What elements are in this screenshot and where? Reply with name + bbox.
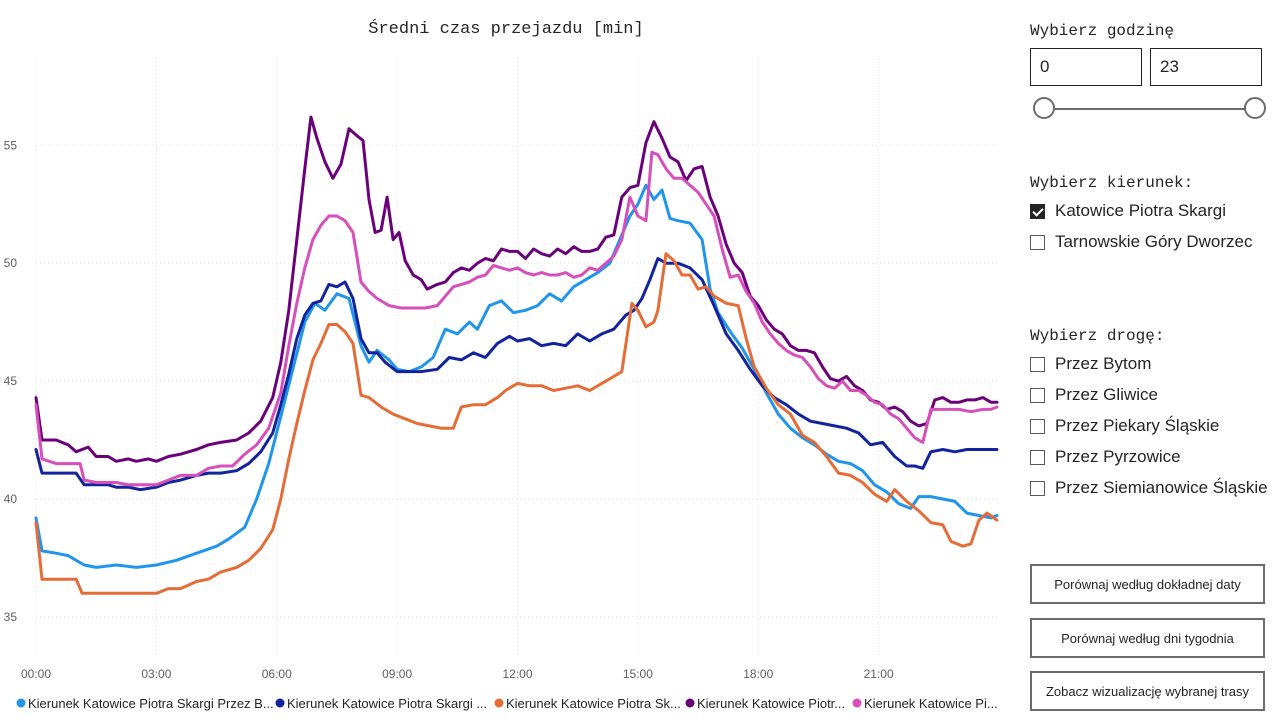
chart-title: Średni czas przejazdu [min] [368,19,643,39]
hour-range-slider-track[interactable] [1045,108,1255,110]
series-line[interactable] [34,183,999,569]
direction-option-tarnowskie-gory[interactable]: Tarnowskie Góry Dworzec [1030,231,1252,253]
series-line[interactable] [34,150,999,487]
x-tick-label: 03:00 [141,667,171,681]
direction-option-label: Tarnowskie Góry Dworzec [1055,232,1253,251]
road-selector-title: Wybierz drogę: [1030,327,1165,345]
legend-label[interactable]: Kierunek Katowice Piotr... [697,696,845,711]
checkbox-icon[interactable] [1030,387,1045,403]
y-tick-label: 55 [4,138,18,152]
series-line[interactable] [34,257,999,492]
checkbox-icon[interactable] [1030,356,1045,372]
show-route-visualization-button[interactable]: Zobacz wizualizację wybranej trasy [1030,671,1265,711]
hour-max-input[interactable]: 23 [1150,48,1262,86]
x-tick-label: 00:00 [21,667,51,681]
legend-marker [275,698,285,708]
direction-option-katowice[interactable]: Katowice Piotra Skargi [1030,200,1226,222]
compare-by-weekday-button[interactable]: Porównaj według dni tygodnia [1030,618,1265,658]
x-tick-label: 21:00 [864,667,894,681]
road-option-label: Przez Gliwice [1055,385,1158,404]
road-option-piekary[interactable]: Przez Piekary Śląskie [1030,415,1219,437]
road-option-bytom[interactable]: Przez Bytom [1030,353,1151,375]
road-option-label: Przez Pyrzowice [1055,447,1181,466]
checkbox-icon[interactable] [1030,480,1045,496]
legend-marker [685,698,695,708]
y-tick-label: 35 [4,610,18,624]
hour-selector-title: Wybierz godzinę [1030,22,1175,40]
road-option-gliwice[interactable]: Przez Gliwice [1030,384,1158,406]
checkbox-icon[interactable] [1030,234,1045,250]
series-line[interactable] [34,252,999,595]
road-option-label: Przez Piekary Śląskie [1055,416,1220,435]
line-chart: Średni czas przejazdu [min] 35 40 45 50 55 0… [4,19,999,711]
legend-label[interactable]: Kierunek Katowice Piotra Skargi ... [287,696,487,711]
checkbox-icon[interactable] [1030,449,1045,465]
legend-label[interactable]: Kierunek Katowice Piotra Sk... [506,696,681,711]
x-tick-label: 15:00 [623,667,653,681]
legend-marker [16,698,26,708]
road-option-siemianowice[interactable]: Przez Siemianowice Śląskie [1030,477,1268,499]
road-option-label: Przez Bytom [1055,354,1152,373]
hour-slider-max-handle[interactable] [1244,97,1266,119]
legend-label[interactable]: Kierunek Katowice Piotra Skargi Przez B.… [28,696,274,711]
legend-marker [852,698,862,708]
y-tick-label: 40 [4,492,18,506]
x-tick-label: 09:00 [382,667,412,681]
series-line[interactable] [34,115,999,463]
road-option-pyrzowice[interactable]: Przez Pyrzowice [1030,446,1181,468]
checkbox-icon[interactable] [1030,418,1045,434]
x-tick-label: 12:00 [502,667,532,681]
compare-by-date-button[interactable]: Porównaj według dokładnej daty [1030,564,1265,604]
hour-min-input[interactable]: 0 [1030,48,1142,86]
legend-label[interactable]: Kierunek Katowice Pi... [864,696,998,711]
y-tick-label: 45 [4,374,18,388]
checkbox-icon[interactable] [1030,203,1045,219]
legend-marker [494,698,504,708]
direction-option-label: Katowice Piotra Skargi [1055,201,1227,220]
road-option-label: Przez Siemianowice Śląskie [1055,478,1268,497]
direction-selector-title: Wybierz kierunek: [1030,174,1194,192]
x-tick-label: 06:00 [262,667,292,681]
x-tick-label: 18:00 [743,667,773,681]
y-tick-label: 50 [4,256,18,270]
hour-slider-min-handle[interactable] [1033,97,1055,119]
